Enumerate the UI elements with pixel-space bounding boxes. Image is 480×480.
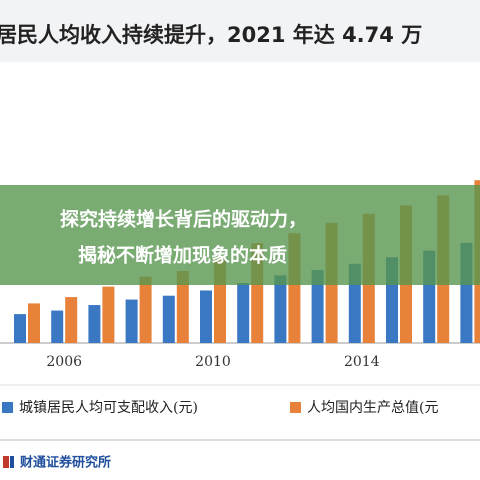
legend-swatch xyxy=(2,402,13,413)
bar xyxy=(139,276,152,343)
legend-swatch xyxy=(290,402,301,413)
overlay-text: 揭秘不断增加现象的本质 xyxy=(78,244,287,267)
x-tick-label: 2010 xyxy=(195,354,231,370)
bar xyxy=(28,303,40,343)
source: 财通证券研究所 xyxy=(20,455,111,471)
bar xyxy=(162,295,175,343)
chart-title: 居民人均收入持续提升，2021 年达 4.74 万 xyxy=(0,23,422,47)
overlay-band xyxy=(0,185,480,285)
bar xyxy=(176,270,189,343)
x-tick-label: 2014 xyxy=(344,354,380,370)
bar xyxy=(274,275,287,343)
bar xyxy=(14,314,26,343)
bar xyxy=(51,310,64,343)
legend: 城镇居民人均可支配收入(元) 人均国内生产总值(元 xyxy=(2,400,438,416)
bar xyxy=(88,305,101,343)
bar xyxy=(125,299,138,343)
x-tick-label: 2006 xyxy=(46,354,82,370)
overlay-text: 探究持续增长背后的驱动力， xyxy=(60,208,307,231)
bar xyxy=(237,283,250,343)
bar xyxy=(200,290,212,343)
bar xyxy=(65,297,78,343)
logo xyxy=(10,456,14,468)
bar xyxy=(311,270,324,343)
legend-label: 人均国内生产总值(元 xyxy=(307,400,438,416)
legend-label: 城镇居民人均可支配收入(元) xyxy=(19,400,198,416)
bar xyxy=(102,286,115,343)
title-band xyxy=(0,0,480,62)
logo xyxy=(3,456,9,468)
